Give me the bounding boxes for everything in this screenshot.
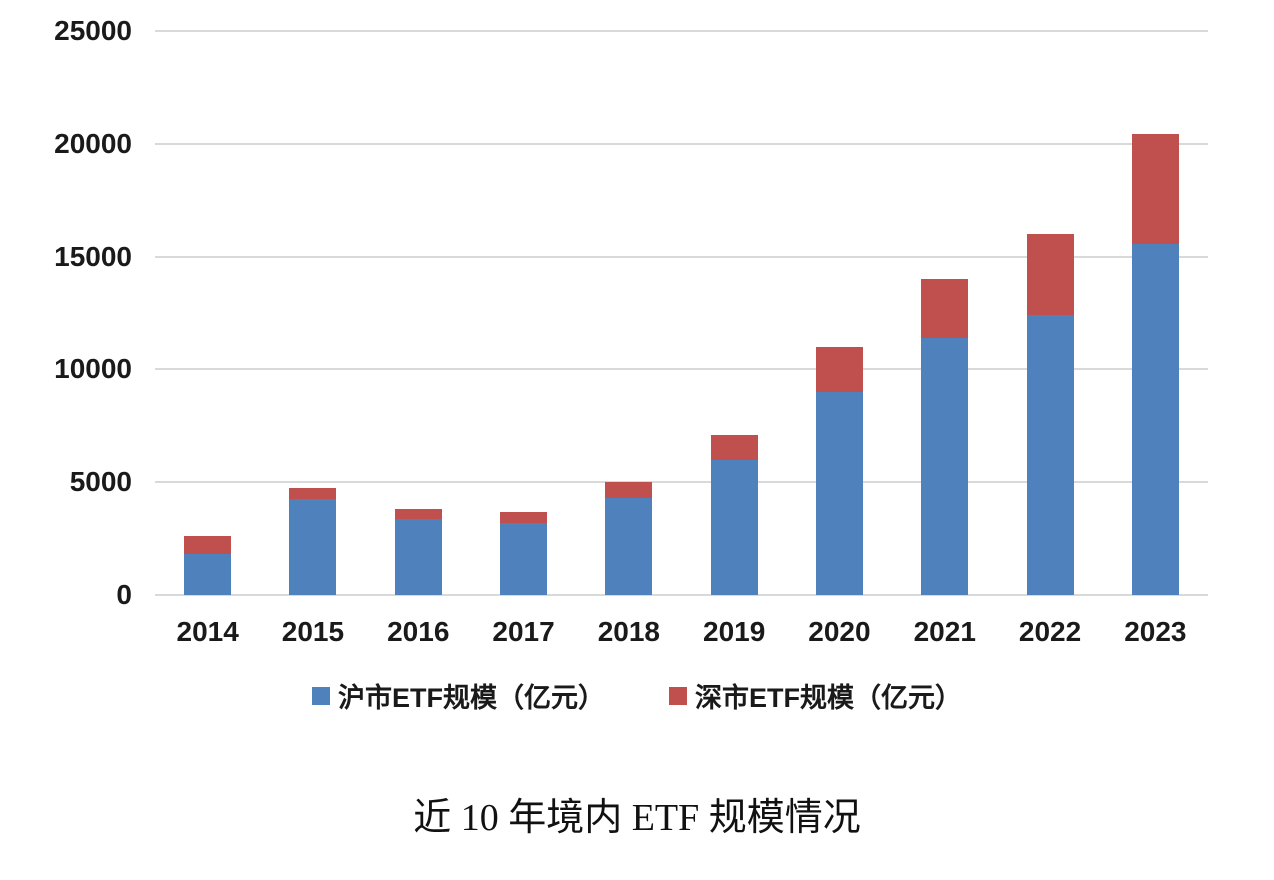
gridline [155,30,1208,32]
x-axis-tick-label: 2022 [1018,616,1082,647]
bar-segment-shenzhen-2019 [710,434,758,460]
gridline [155,255,1208,258]
bar-segment-shanghai-2021 [921,337,969,595]
x-axis-tick-label: 2023 [1124,616,1187,647]
bar-segment-shanghai-2016 [394,519,442,595]
bar-segment-shenzhen-2021 [921,279,969,338]
bar-segment-shenzhen-2022 [1026,234,1074,316]
legend-swatch-icon [312,686,330,705]
x-axis-tick-label: 2019 [702,616,766,647]
bar-group-2020 [815,31,863,595]
y-axis-tick-label: 25000 [54,15,132,46]
legend-label: 沪市ETF规模（亿元） [338,683,605,713]
bar-segment-shanghai-2023 [1131,244,1179,595]
bar-group-2018 [605,31,653,595]
y-axis-tick-label: 5000 [69,466,132,498]
bar-group-2016 [394,31,442,595]
bar-segment-shanghai-2018 [605,498,653,595]
x-axis-tick-label: 2018 [597,616,660,647]
y-axis-tick-label: 15000 [54,240,132,272]
bar-segment-shanghai-2020 [815,391,863,595]
chart-title: 近 10 年境内 ETF 规模情况 [413,797,861,839]
y-axis-tick-label: 10000 [54,353,132,385]
x-axis-tick-label: 2014 [176,616,239,647]
legend: 沪市ETF规模（亿元） 深市ETF规模（亿元） [0,676,1274,715]
bar-segment-shenzhen-2015 [289,487,337,500]
legend-item-shanghai: 沪市ETF规模（亿元） [312,676,605,715]
bar-segment-shanghai-2015 [289,499,337,595]
gridline [155,142,1208,145]
bar-segment-shenzhen-2014 [184,536,232,555]
legend-item-shenzhen: 深市ETF规模（亿元） [669,676,962,715]
bar-segment-shanghai-2022 [1026,315,1074,595]
bar-segment-shanghai-2014 [184,554,232,595]
bar-segment-shanghai-2017 [500,522,548,595]
bar-group-2022 [1026,31,1074,595]
gridline [155,368,1208,371]
bar-segment-shenzhen-2020 [815,346,863,392]
bar-group-2014 [184,31,232,595]
legend-label: 深市ETF规模（亿元） [695,683,962,713]
bar-group-2023 [1131,31,1179,595]
gridline [155,481,1208,484]
x-axis-tick-label: 2017 [492,616,555,647]
legend-swatch-icon [669,686,687,705]
x-axis-tick-label: 2021 [913,616,976,647]
bar-segment-shenzhen-2018 [605,482,653,498]
bar-group-2017 [500,31,548,595]
bar-segment-shenzhen-2016 [394,509,442,520]
bar-segment-shanghai-2019 [710,459,758,595]
y-axis-tick-label: 20000 [54,127,132,159]
x-axis-tick-label: 2016 [387,616,450,647]
bar-group-2015 [289,31,337,595]
bar-segment-shenzhen-2023 [1131,133,1179,245]
y-axis-tick-label: 0 [116,579,132,610]
bar-group-2019 [710,31,758,595]
bar-segment-shenzhen-2017 [500,511,548,523]
gridline [155,594,1208,596]
bar-group-2021 [921,31,969,595]
x-axis-tick-label: 2020 [808,616,871,647]
x-axis-tick-label: 2015 [281,616,345,647]
